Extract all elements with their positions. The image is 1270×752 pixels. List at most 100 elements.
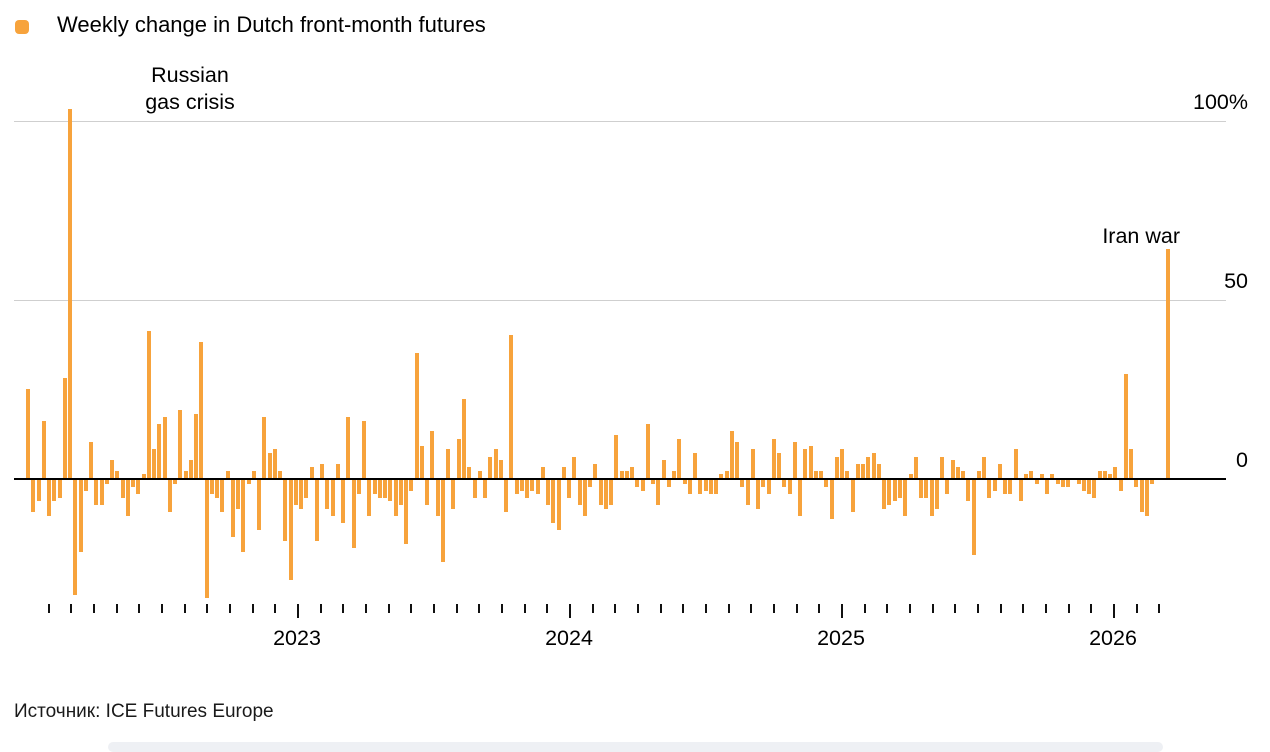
bar xyxy=(756,480,761,509)
bar xyxy=(766,480,771,495)
bar xyxy=(209,480,214,495)
year-label: 2025 xyxy=(817,626,865,650)
month-tick xyxy=(750,604,753,613)
bar xyxy=(619,470,624,478)
bar xyxy=(961,470,966,478)
bar xyxy=(204,480,209,599)
bar xyxy=(493,449,498,478)
bar xyxy=(456,438,461,478)
month-tick xyxy=(1090,604,1093,613)
bar xyxy=(57,480,62,498)
bar xyxy=(78,480,83,552)
bar xyxy=(924,480,929,498)
bar xyxy=(1066,480,1071,488)
bar xyxy=(913,456,918,478)
bar xyxy=(819,470,824,478)
bar xyxy=(551,480,556,523)
bar xyxy=(651,480,656,484)
gridline xyxy=(14,121,1226,122)
bar xyxy=(1081,480,1086,491)
bar xyxy=(861,463,866,478)
month-tick xyxy=(93,604,95,613)
bar xyxy=(714,480,719,495)
bar xyxy=(919,480,923,498)
bar xyxy=(866,456,871,478)
bar xyxy=(31,480,36,513)
bar xyxy=(1029,470,1034,478)
bar xyxy=(320,463,325,478)
month-tick xyxy=(455,604,458,613)
bar xyxy=(241,480,246,552)
bar xyxy=(1150,480,1155,484)
month-tick xyxy=(251,604,254,613)
bar xyxy=(693,452,698,478)
bar xyxy=(1118,480,1123,491)
bar xyxy=(120,480,125,498)
y-axis-label: 100% xyxy=(1193,90,1248,114)
bar xyxy=(971,480,976,556)
bar xyxy=(94,480,99,506)
bar xyxy=(540,467,545,478)
bar xyxy=(798,480,803,516)
bar xyxy=(792,442,797,478)
month-tick xyxy=(410,604,413,613)
bar xyxy=(246,480,251,484)
bar xyxy=(666,480,671,488)
bar xyxy=(982,456,987,478)
month-tick xyxy=(954,604,957,613)
bar xyxy=(104,480,109,484)
bar xyxy=(656,480,661,506)
bar xyxy=(813,470,818,478)
bar xyxy=(498,460,503,478)
bar xyxy=(645,424,650,478)
bar xyxy=(152,449,157,478)
legend-swatch-icon xyxy=(15,20,29,34)
bar xyxy=(929,480,934,516)
month-tick xyxy=(183,604,186,613)
bar xyxy=(609,480,614,506)
bar xyxy=(162,417,167,478)
bar xyxy=(940,456,945,478)
bar xyxy=(1144,480,1149,516)
footer-strip xyxy=(108,742,1163,752)
bar xyxy=(771,438,776,478)
bar xyxy=(525,480,530,498)
bar xyxy=(483,480,487,498)
month-tick xyxy=(795,604,798,613)
year-label: 2023 xyxy=(273,626,321,650)
bar xyxy=(299,480,304,509)
bar xyxy=(1008,480,1013,495)
month-tick xyxy=(591,604,594,613)
bar xyxy=(1123,374,1128,478)
month-tick xyxy=(523,604,526,613)
month-tick xyxy=(206,604,209,613)
bar xyxy=(740,480,745,488)
bar xyxy=(330,480,335,516)
bar xyxy=(845,470,850,478)
bar xyxy=(1102,470,1107,478)
month-tick xyxy=(614,604,617,613)
bar xyxy=(199,341,204,478)
bar xyxy=(167,480,172,513)
bar xyxy=(1092,480,1097,498)
bar xyxy=(262,417,267,478)
year-label: 2026 xyxy=(1089,626,1137,650)
bar xyxy=(840,449,845,478)
bar xyxy=(461,399,466,478)
bar xyxy=(703,480,708,491)
bar xyxy=(1097,470,1102,478)
bar xyxy=(230,480,235,538)
bar xyxy=(997,463,1002,478)
bar xyxy=(1055,480,1060,484)
bar xyxy=(598,480,603,506)
bar xyxy=(314,480,319,541)
gridline xyxy=(14,300,1226,301)
month-tick xyxy=(682,604,685,613)
bar xyxy=(966,480,971,502)
bar xyxy=(157,424,162,478)
bar xyxy=(535,480,540,495)
bar xyxy=(89,442,94,478)
bar xyxy=(26,388,30,478)
bar xyxy=(661,460,666,478)
